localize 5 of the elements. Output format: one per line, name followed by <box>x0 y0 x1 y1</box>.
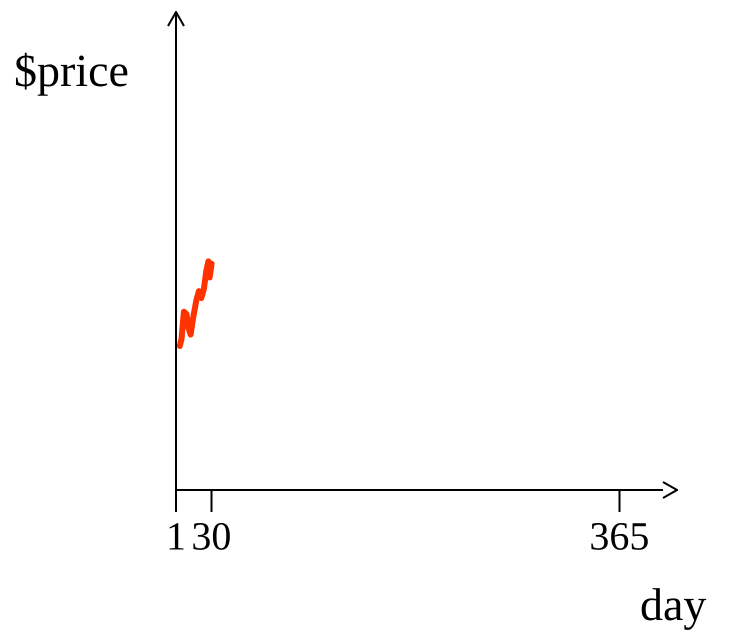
y-axis-title: $price <box>14 45 129 96</box>
x-axis-title: day <box>640 579 706 630</box>
x-tick-label: 30 <box>191 514 232 558</box>
x-tick-label: 1 <box>166 514 186 558</box>
x-tick-label: 365 <box>589 514 650 558</box>
